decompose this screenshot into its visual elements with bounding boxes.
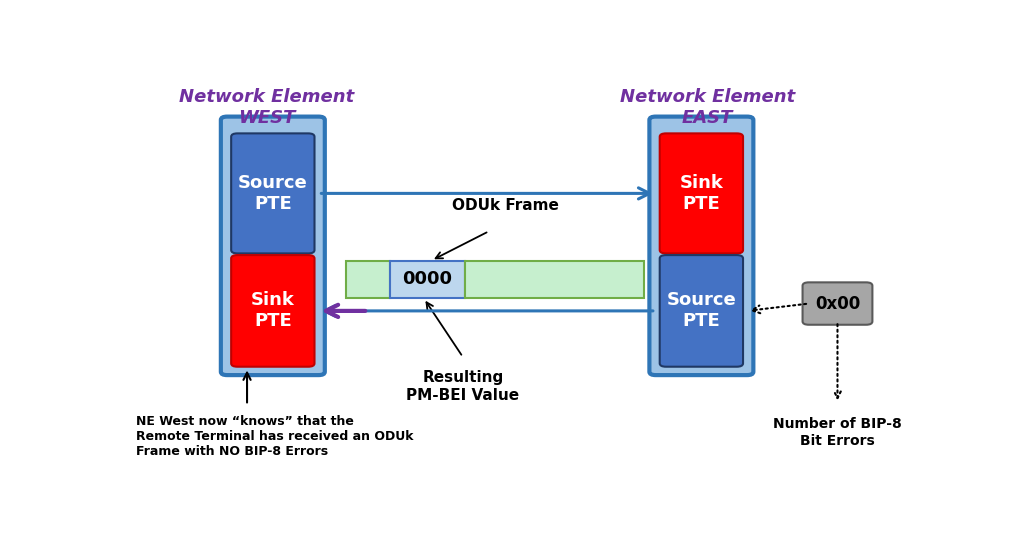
FancyBboxPatch shape bbox=[221, 117, 325, 375]
Bar bbox=[390, 261, 465, 298]
FancyBboxPatch shape bbox=[803, 282, 872, 325]
FancyBboxPatch shape bbox=[649, 117, 754, 375]
Text: 0x00: 0x00 bbox=[815, 294, 860, 312]
FancyBboxPatch shape bbox=[231, 255, 314, 367]
Text: 0000: 0000 bbox=[402, 270, 453, 288]
FancyBboxPatch shape bbox=[659, 134, 743, 253]
Text: ODUk Frame: ODUk Frame bbox=[452, 198, 558, 214]
FancyBboxPatch shape bbox=[231, 134, 314, 253]
Text: Sink
PTE: Sink PTE bbox=[680, 174, 723, 213]
Text: Sink
PTE: Sink PTE bbox=[251, 292, 295, 330]
Text: Resulting
PM-BEI Value: Resulting PM-BEI Value bbox=[407, 370, 519, 403]
FancyBboxPatch shape bbox=[659, 255, 743, 367]
Text: Network Element
EAST: Network Element EAST bbox=[620, 88, 795, 127]
Text: Source
PTE: Source PTE bbox=[667, 292, 736, 330]
Text: Network Element
WEST: Network Element WEST bbox=[179, 88, 354, 127]
Bar bbox=[346, 261, 390, 298]
Text: Number of BIP-8
Bit Errors: Number of BIP-8 Bit Errors bbox=[773, 417, 902, 447]
Text: Source
PTE: Source PTE bbox=[238, 174, 307, 213]
Bar bbox=[465, 261, 644, 298]
Text: NE West now “knows” that the
Remote Terminal has received an ODUk
Frame with NO : NE West now “knows” that the Remote Term… bbox=[136, 415, 414, 458]
